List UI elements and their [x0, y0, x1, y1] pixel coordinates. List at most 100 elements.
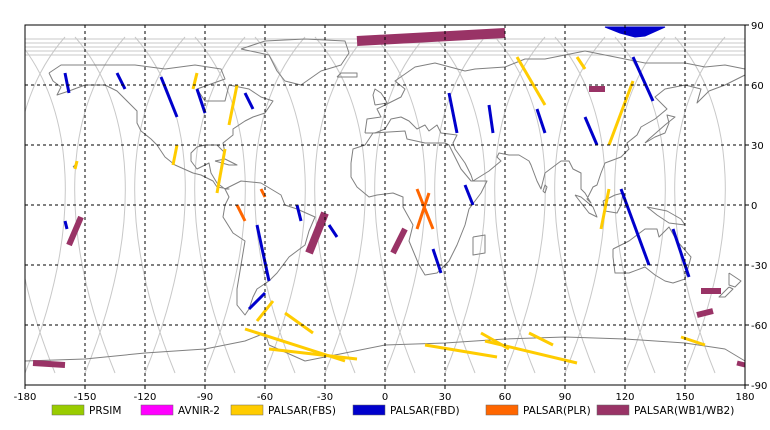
orbit-track: [434, 36, 486, 374]
orbit-track: [74, 36, 126, 374]
orbit-track: [254, 36, 306, 374]
orbit-track: [254, 36, 306, 374]
coastline-madagascar: [472, 234, 486, 256]
x-tick-label: 0: [382, 392, 388, 403]
coastline-britain: [372, 88, 388, 106]
x-tick-label: -90: [197, 392, 213, 403]
swath-palsar-fbd-polar: [604, 26, 666, 38]
swath-palsar-fbs: [73, 160, 79, 170]
x-tick-label: 120: [615, 392, 634, 403]
graticule-grid: [25, 25, 745, 385]
legend-swatch: [140, 404, 174, 416]
x-tick-label: -30: [317, 392, 333, 403]
swath-palsar-fbd: [247, 291, 267, 311]
legend-label: PALSAR(WB1/WB2): [634, 405, 734, 417]
orbit-track: [434, 36, 486, 374]
orbit-track: [194, 36, 246, 374]
legend-label: AVNIR-2: [178, 405, 220, 417]
swath-palsar-fbd: [295, 204, 303, 222]
orbit-track: [374, 36, 426, 374]
legend-item: PALSAR(FBD): [352, 404, 460, 417]
orbit-track: [74, 36, 126, 374]
swath-palsar-fbd: [535, 108, 547, 134]
swath-palsar-fbd: [619, 188, 651, 266]
legend: PRSIM AVNIR-2 PALSAR(FBS) PALSAR(FBD) PALSAR…: [51, 404, 734, 417]
y-tick-label: 0: [751, 201, 757, 212]
orbit-track: [554, 36, 606, 374]
x-tick-label: -60: [257, 392, 273, 403]
coastline-antarctica: [24, 332, 746, 362]
swath-palsar-fbs: [484, 339, 578, 365]
swath-palsar-fbs: [607, 80, 635, 146]
coastline-africa: [350, 130, 488, 276]
orbit-track: [314, 36, 366, 374]
swath-palsar-fbd: [159, 76, 179, 118]
swath-palsar-wb1-wb2: [356, 28, 506, 46]
swath-palsar-fbs: [424, 343, 498, 359]
orbit-track: [614, 36, 666, 374]
swath-palsar-fbs: [215, 148, 227, 194]
x-tick-label: 60: [499, 392, 512, 403]
swath-palsar-fbd: [255, 224, 271, 282]
swath-palsar-fbd: [447, 92, 459, 134]
orbit-track: [194, 36, 246, 374]
coastline-new-zealand-south: [718, 286, 734, 298]
swath-palsar-plr: [259, 188, 267, 198]
coastline-japan: [644, 114, 676, 144]
swath-palsar-fbd: [431, 248, 443, 274]
swath-palsar-fbd: [487, 104, 495, 134]
y-tick-label: 90: [751, 21, 764, 32]
legend-item: PALSAR(WB1/WB2): [596, 404, 734, 417]
swath-palsar-fbs: [599, 188, 611, 230]
swath-palsar-fbd: [63, 72, 71, 94]
swath-palsar-fbs: [191, 72, 199, 90]
x-tick-label: -180: [14, 392, 37, 403]
swath-palsar-fbs: [284, 311, 314, 335]
x-tick-label: 90: [559, 392, 572, 403]
legend-swatch: [51, 404, 85, 416]
longitude-axis: -180 -150 -120 -90 -60 -30 0 30 60 90 120 150 180: [14, 385, 755, 403]
swath-palsar-fbd: [195, 88, 207, 114]
swath-palsar-fbs: [528, 331, 554, 347]
swath-palsar-fbs: [255, 300, 275, 322]
swath-palsar-wb1-wb2: [305, 211, 329, 255]
swath-palsar-fbd: [115, 72, 127, 90]
swath-palsar-fbd: [63, 220, 69, 230]
coastline-greenland: [240, 38, 350, 86]
swath-palsar-fbs: [227, 84, 239, 126]
coastline-sri-lanka: [542, 184, 548, 194]
legend-swatch: [596, 404, 630, 416]
swath-palsar-fbd: [463, 184, 475, 206]
swath-palsar-plr: [415, 192, 431, 230]
orbit-track: [134, 36, 186, 374]
legend-label: PALSAR(FBS): [268, 405, 336, 417]
coastline-north-america: [48, 64, 274, 190]
swath-palsar-wb1-wb2: [32, 360, 66, 368]
legend-swatch: [485, 404, 519, 416]
swath-palsar-fbs: [171, 144, 179, 166]
x-tick-label: 30: [439, 392, 452, 403]
swath-palsar-fbs: [515, 56, 547, 106]
y-tick-label: -30: [751, 261, 767, 272]
latitude-axis: 90 60 30 0 -30 -60 -90: [745, 21, 767, 392]
orbit-track: [314, 36, 366, 374]
legend-item: PALSAR(PLR): [485, 404, 591, 417]
y-tick-label: -60: [751, 321, 767, 332]
observation-swaths: [32, 26, 746, 368]
legend-item: PALSAR(FBS): [230, 404, 336, 417]
swath-palsar-wb1-wb2: [66, 215, 84, 247]
swath-palsar-plr: [235, 204, 247, 222]
x-tick-label: 180: [735, 392, 754, 403]
y-tick-label: -90: [751, 381, 767, 392]
swath-palsar-wb1-wb2: [390, 227, 408, 255]
coastline-iceland: [336, 72, 358, 78]
coastline-sumatra: [574, 194, 598, 218]
y-tick-label: 60: [751, 81, 764, 92]
swath-palsar-fbd: [327, 224, 339, 238]
legend-label: PALSAR(PLR): [523, 405, 591, 417]
legend-swatch: [230, 404, 264, 416]
swath-palsar-fbs: [268, 347, 358, 361]
swath-palsar-wb1-wb2: [696, 308, 714, 318]
swath-palsar-fbd: [631, 56, 655, 102]
